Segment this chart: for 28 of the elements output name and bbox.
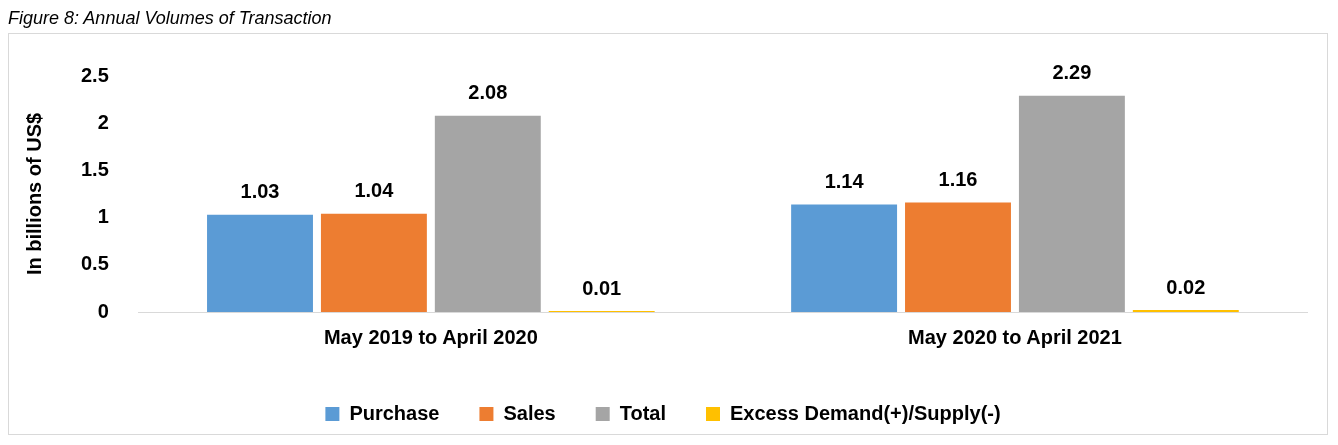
legend-label: Purchase <box>349 401 440 424</box>
legend-label: Excess Demand(+)/Supply(-) <box>729 401 1001 424</box>
legend-label: Total <box>619 401 666 424</box>
y-tick-label: 1 <box>97 205 109 228</box>
bar <box>1018 95 1125 312</box>
data-label: 0.02 <box>1166 275 1206 298</box>
y-tick-label: 2 <box>97 110 109 133</box>
y-tick-label: 0 <box>97 299 109 322</box>
y-tick-label: 1.5 <box>80 157 109 180</box>
data-label: 2.08 <box>468 81 508 104</box>
bar <box>905 202 1011 312</box>
data-label: 2.29 <box>1052 61 1092 84</box>
bar <box>791 204 898 312</box>
data-label: 1.03 <box>240 180 280 203</box>
bar <box>207 214 313 312</box>
x-tick-label: May 2020 to April 2021 <box>908 325 1122 348</box>
y-tick-label: 0.5 <box>80 252 109 275</box>
bar <box>320 213 427 312</box>
legend-label: Sales <box>503 401 556 424</box>
data-label: 1.16 <box>938 168 978 191</box>
data-label: 1.04 <box>354 179 395 202</box>
chart-title: Figure 8: Annual Volumes of Transaction <box>8 8 333 29</box>
y-tick-label: 2.5 <box>80 63 109 86</box>
data-label: 0.01 <box>582 276 622 299</box>
y-axis-title: In billions of US$ <box>22 112 45 276</box>
data-label: 1.14 <box>824 169 865 192</box>
x-tick-label: May 2019 to April 2020 <box>323 325 538 348</box>
bar <box>434 115 541 312</box>
